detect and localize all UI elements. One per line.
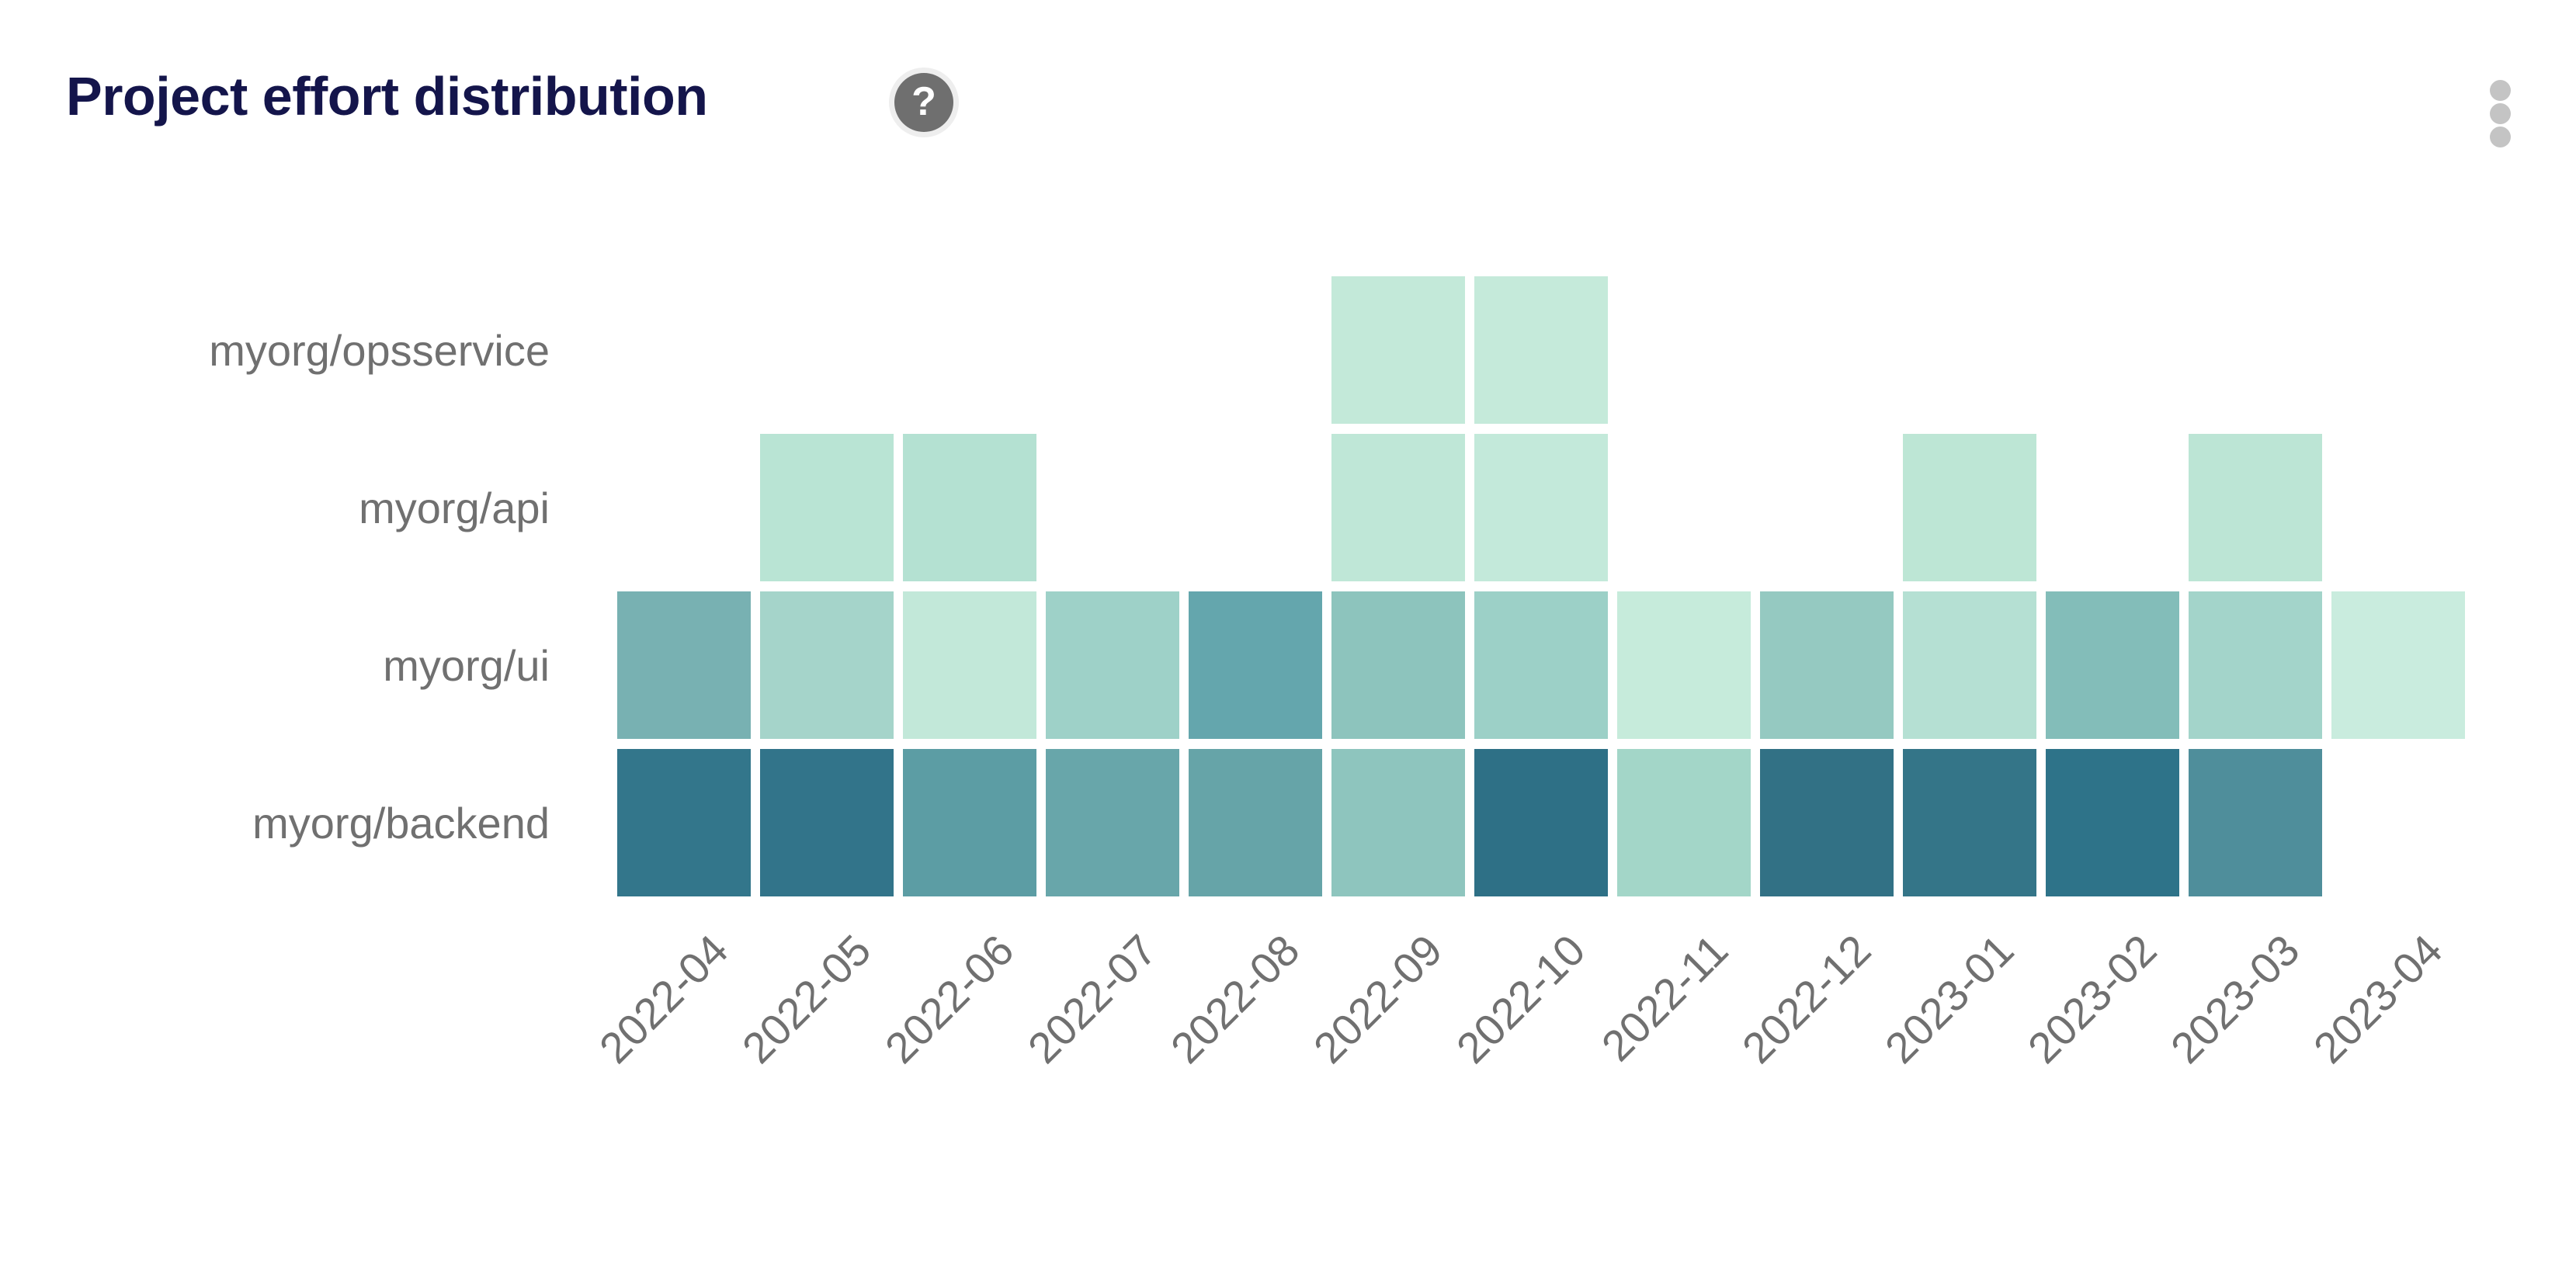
page-title: Project effort distribution: [66, 66, 708, 127]
row-label: myorg/ui: [383, 640, 550, 690]
y-axis-labels: myorg/opsservice myorg/api myorg/ui myorg/b…: [0, 276, 550, 896]
heatmap-cell: [2331, 749, 2465, 896]
heatmap-cell[interactable]: [617, 591, 751, 739]
heatmap-cell: [1617, 276, 1751, 424]
help-icon[interactable]: ?: [894, 73, 953, 132]
heatmap-cell: [1189, 276, 1322, 424]
heatmap-cell[interactable]: [1617, 591, 1751, 739]
heatmap-cell[interactable]: [1617, 749, 1751, 896]
row-label: myorg/api: [359, 483, 550, 532]
heatmap-cell[interactable]: [1331, 276, 1465, 424]
heatmap-cell[interactable]: [1331, 434, 1465, 581]
help-icon-glyph: ?: [911, 79, 936, 124]
heatmap-cell: [2331, 434, 2465, 581]
heatmap-cell: [1617, 434, 1751, 581]
heatmap-cell[interactable]: [2189, 591, 2322, 739]
heatmap-cell: [1046, 434, 1179, 581]
heatmap-cell[interactable]: [2331, 591, 2465, 739]
heatmap-cell: [617, 276, 751, 424]
heatmap-cell[interactable]: [1189, 591, 1322, 739]
kebab-dot: [2489, 80, 2511, 101]
kebab-menu-button[interactable]: [2489, 80, 2511, 147]
row-label: myorg/opsservice: [209, 325, 550, 375]
heatmap-cell[interactable]: [2189, 749, 2322, 896]
heatmap-cell[interactable]: [1474, 749, 1608, 896]
heatmap-cell[interactable]: [1903, 749, 2036, 896]
heatmap-cell: [2046, 434, 2179, 581]
heatmap-cell: [1903, 276, 2036, 424]
heatmap-cell[interactable]: [1046, 749, 1179, 896]
heatmap-cell[interactable]: [760, 749, 894, 896]
heatmap-cell: [2046, 276, 2179, 424]
heatmap-cell: [1189, 434, 1322, 581]
heatmap-cell: [1760, 276, 1894, 424]
heatmap-cell[interactable]: [1903, 434, 2036, 581]
heatmap-cell[interactable]: [1046, 591, 1179, 739]
kebab-dot: [2489, 127, 2511, 147]
heatmap-cell[interactable]: [1474, 591, 1608, 739]
heatmap-cell[interactable]: [1189, 749, 1322, 896]
heatmap-cell[interactable]: [1760, 591, 1894, 739]
effort-heatmap: [617, 276, 2465, 896]
heatmap-cell[interactable]: [903, 749, 1036, 896]
heatmap-cell[interactable]: [2189, 434, 2322, 581]
kebab-dot: [2489, 103, 2511, 124]
heatmap-cell[interactable]: [1474, 434, 1608, 581]
heatmap-cell: [2331, 276, 2465, 424]
row-label: myorg/backend: [252, 798, 550, 848]
heatmap-cell[interactable]: [2046, 591, 2179, 739]
heatmap-cell[interactable]: [1760, 749, 1894, 896]
heatmap-cell[interactable]: [1903, 591, 2036, 739]
heatmap-cell: [617, 434, 751, 581]
heatmap-cell[interactable]: [1331, 591, 1465, 739]
heatmap-cell[interactable]: [617, 749, 751, 896]
heatmap-cell[interactable]: [1474, 276, 1608, 424]
heatmap-cell: [903, 276, 1036, 424]
heatmap-cell: [760, 276, 894, 424]
heatmap-cell[interactable]: [903, 591, 1036, 739]
heatmap-cell[interactable]: [1331, 749, 1465, 896]
heatmap-cell: [1760, 434, 1894, 581]
heatmap-cell[interactable]: [2046, 749, 2179, 896]
heatmap-cell[interactable]: [903, 434, 1036, 581]
heatmap-cell[interactable]: [760, 434, 894, 581]
heatmap-cell: [1046, 276, 1179, 424]
heatmap-cell: [2189, 276, 2322, 424]
heatmap-cell[interactable]: [760, 591, 894, 739]
